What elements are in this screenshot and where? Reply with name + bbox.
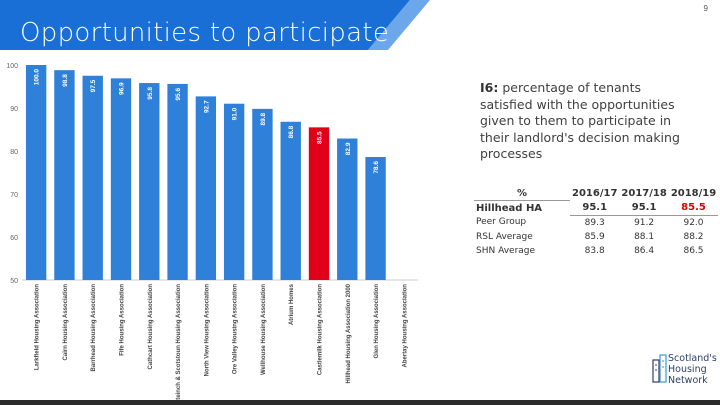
table-header-cell: 2017/18 xyxy=(621,187,667,199)
y-tick-label: 50 xyxy=(10,278,18,285)
footer-bar xyxy=(0,400,720,405)
bar xyxy=(167,83,188,280)
table-cell: 95.1 xyxy=(619,200,669,216)
table-cell: 92.0 xyxy=(683,217,704,228)
bar xyxy=(110,78,132,280)
bar xyxy=(25,65,47,280)
x-category-label: Atrium Homes xyxy=(289,283,295,325)
bar xyxy=(195,96,217,280)
x-category-label: North View Housing Association xyxy=(204,284,210,377)
table-row-label: Hillhead HA xyxy=(474,200,570,215)
page-number: 9 xyxy=(703,4,708,13)
title-banner xyxy=(0,0,430,50)
table-cell: 91.2 xyxy=(634,217,655,228)
table-cell-highlight: 85.5 xyxy=(668,200,719,216)
y-tick-label: 90 xyxy=(10,106,18,113)
logo-line: Housing xyxy=(668,364,707,375)
table-header-cell: 2018/19 xyxy=(670,187,717,199)
y-tick-label: 100 xyxy=(6,63,18,70)
bar xyxy=(252,108,273,280)
bar-value-label: 92.7 xyxy=(203,100,210,113)
y-tick-label: 60 xyxy=(10,235,18,242)
x-category-label: Whiteinch & Scotstoun Housing Associatio… xyxy=(176,284,182,405)
bar-value-label: 98.8 xyxy=(62,74,69,87)
bar-value-label: 86.8 xyxy=(288,125,295,138)
bar xyxy=(139,83,160,280)
table-row: RSL Average 85.9 88.1 88.2 xyxy=(474,230,718,244)
table-row-label: RSL Average xyxy=(476,231,533,242)
x-category-label: Ore Valley Housing Association xyxy=(233,284,239,374)
x-category-label: Larkfield Housing Association xyxy=(35,284,41,370)
x-category-label: Fife Housing Association xyxy=(120,284,126,356)
indicator-text: percentage of tenants satisfied with the… xyxy=(480,80,680,161)
x-category-label: Cathcart Housing Association xyxy=(148,284,154,370)
indicator-code: I6: xyxy=(480,80,499,95)
table-row-label: Peer Group xyxy=(476,217,527,228)
bar xyxy=(337,138,358,280)
logo-line: Network xyxy=(668,375,708,386)
table-cell: 83.8 xyxy=(584,245,605,256)
table-row: SHN Average 83.8 86.4 86.5 xyxy=(474,244,718,258)
table-row: Peer Group 89.3 91.2 92.0 xyxy=(474,215,718,230)
bar-value-label: 97.5 xyxy=(90,79,97,92)
bar-value-label: 95.8 xyxy=(147,87,154,100)
bar xyxy=(223,103,245,280)
shn-logo: Scotland's Housing Network xyxy=(652,350,720,402)
table-cell: 88.1 xyxy=(634,231,655,242)
table-cell: 95.1 xyxy=(570,200,620,216)
bar-value-label: 96.9 xyxy=(119,82,126,95)
x-category-label: Hillhead Housing Association 2000 xyxy=(346,283,352,383)
table-cell: 89.3 xyxy=(584,217,605,228)
bar-value-label: 100.0 xyxy=(34,69,41,86)
x-category-label: Barrhead Housing Association xyxy=(91,284,97,372)
table-row-label: SHN Average xyxy=(476,245,536,256)
bar-value-label: 85.5 xyxy=(317,131,324,144)
bar xyxy=(280,121,301,280)
x-category-label: Cairn Housing Association xyxy=(63,284,69,361)
x-category-label: Abertay Housing Association xyxy=(402,284,408,368)
bar-value-label: 78.6 xyxy=(373,161,380,174)
bar-value-label: 89.8 xyxy=(260,112,267,125)
tenement-buildings-icon xyxy=(652,354,667,383)
page-title: Opportunities to participate xyxy=(20,18,390,48)
y-tick-label: 70 xyxy=(10,192,18,199)
table-row: Hillhead HA 95.1 95.1 85.5 xyxy=(474,200,719,216)
indicator-description: I6: percentage of tenants satisfied with… xyxy=(480,80,695,163)
table-cell: 86.4 xyxy=(634,245,655,256)
x-category-label: Wellhouse Housing Association xyxy=(261,284,267,375)
y-tick-label: 80 xyxy=(10,149,18,156)
table-header-cell: 2016/17 xyxy=(572,187,618,199)
bar-value-label: 95.6 xyxy=(175,88,182,101)
bar-chart: 50 60 70 80 90 100 100.0 Larkfield Housing Asso… xyxy=(6,63,418,405)
table-cell: 86.5 xyxy=(683,245,704,256)
table-cell: 88.2 xyxy=(683,231,704,242)
x-category-label: Glen Housing Association xyxy=(374,284,380,359)
bar xyxy=(54,70,75,280)
comparison-table: % 2016/17 2017/18 2018/19 Hillhead HA 95… xyxy=(474,186,719,258)
table-header-row: % 2016/17 2017/18 2018/19 xyxy=(474,186,718,201)
table-header-cell: % xyxy=(516,187,528,199)
x-category-label: Castlemilk Housing Association xyxy=(318,284,324,375)
bar-value-label: 82.9 xyxy=(345,142,352,155)
table-cell: 85.9 xyxy=(584,231,605,242)
bar-highlight xyxy=(308,127,330,280)
logo-line: Scotland's xyxy=(668,353,717,364)
bar xyxy=(82,75,103,280)
bar xyxy=(365,157,386,280)
bar-value-label: 91.0 xyxy=(232,107,239,120)
